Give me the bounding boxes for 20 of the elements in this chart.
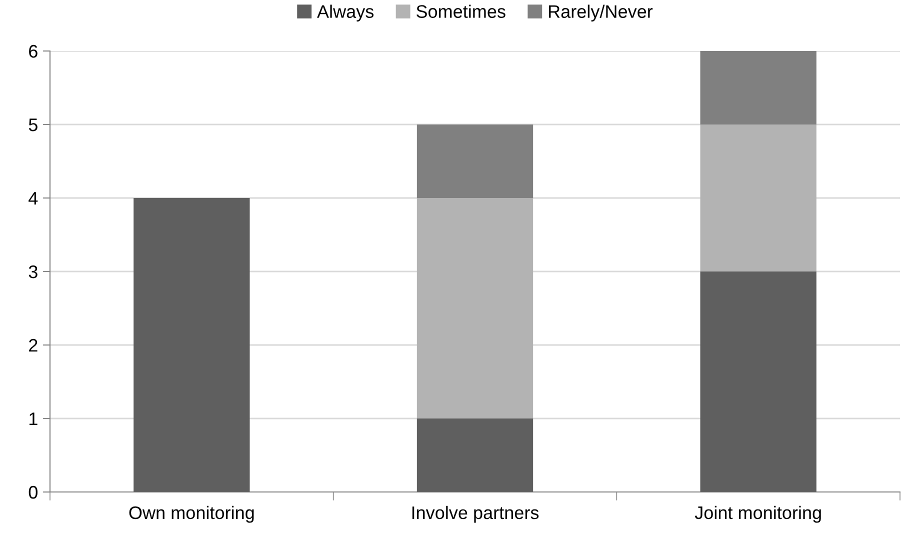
- legend-label: Always: [317, 4, 374, 22]
- legend-label: Rarely/Never: [549, 4, 653, 22]
- bar: [416, 418, 534, 492]
- bar: [134, 198, 250, 492]
- bar: [416, 198, 534, 418]
- legend-label: Sometimes: [416, 4, 506, 18]
- y-tick-label: 2: [29, 338, 38, 352]
- bar: [700, 51, 816, 124]
- y-tick-label: 3: [28, 265, 38, 278]
- y-tick-label: 0: [28, 486, 38, 499]
- x-tick-label: Own monitoring: [129, 506, 254, 523]
- y-tick-label: 1: [30, 412, 38, 426]
- bar: [416, 124, 534, 198]
- y-tick-label: 4: [28, 192, 38, 205]
- bar: [700, 272, 816, 492]
- x-tick-label: Involve partners: [412, 506, 539, 523]
- bar: [700, 124, 816, 272]
- y-tick-label: 5: [28, 118, 38, 132]
- x-tick-label: Joint monitoring: [694, 506, 821, 523]
- y-tick-label: 6: [29, 44, 38, 58]
